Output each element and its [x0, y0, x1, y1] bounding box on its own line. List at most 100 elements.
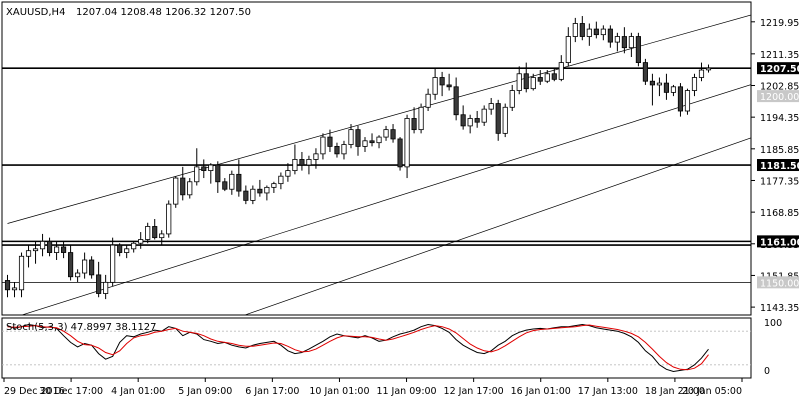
stoch-series-line	[7, 324, 709, 371]
candle-bull	[348, 129, 354, 145]
candle-bull	[32, 248, 39, 252]
y-tick-label: 1211.35	[760, 50, 799, 61]
candle-bear	[68, 252, 74, 278]
candle-bull	[432, 77, 438, 95]
candle-bull	[467, 118, 473, 127]
stoch-plot-frame	[1, 317, 752, 379]
candle-bull	[404, 118, 410, 168]
stochastic-lines	[2, 323, 751, 373]
candle-bull	[187, 181, 193, 196]
price-label-text: 1150.00	[760, 278, 799, 289]
candle-bull	[194, 166, 200, 183]
candle-bear	[411, 118, 417, 131]
main-plot-frame	[1, 1, 752, 316]
candle-bear	[236, 173, 242, 192]
price-level-labels: 1207.50 1200.00 1181.50 1161.00 1150.00	[757, 62, 800, 289]
candle-bull	[530, 77, 536, 90]
candle-bull	[18, 255, 25, 291]
candle-bull	[691, 77, 698, 91]
candle-bear	[89, 259, 95, 276]
candle-bull	[418, 106, 424, 131]
candle-bear	[390, 129, 396, 140]
x-tick-label: 20 Jan 05:00	[682, 386, 742, 397]
candle-bear	[635, 36, 641, 63]
candle-bull	[684, 90, 691, 112]
candle-bull	[544, 73, 550, 82]
candle-bull	[173, 177, 179, 205]
candle-bear	[215, 164, 221, 183]
candle-bull	[572, 23, 578, 37]
candle-bear	[257, 188, 263, 194]
price-label-text: 1200.00	[760, 92, 799, 103]
y-tick-label: 1194.35	[760, 113, 799, 124]
candle-bear	[369, 140, 375, 144]
x-tick-label: 16 Jan 01:00	[511, 386, 571, 397]
candle-bear	[299, 159, 305, 166]
candle-bull	[110, 244, 116, 283]
candle-bull	[516, 73, 522, 91]
candle-bull	[306, 159, 312, 166]
candle-bear	[334, 145, 340, 155]
candle-bull	[138, 239, 144, 244]
candle-bear	[201, 166, 207, 172]
candles	[4, 16, 712, 300]
candle-bull	[271, 183, 277, 188]
candle-bull	[208, 164, 214, 172]
candle-bull	[628, 36, 634, 49]
candle-bear	[523, 73, 529, 90]
y-tick-label: 1185.85	[760, 145, 799, 156]
candle-bull	[39, 240, 46, 250]
channel-line	[7, 14, 751, 224]
candle-bull	[145, 226, 151, 240]
candle-bull	[376, 136, 382, 144]
candle-bear	[243, 190, 249, 201]
y-tick-label: 1202.85	[760, 81, 799, 92]
price-label-box	[757, 159, 799, 172]
stoch-tick-label: 100	[764, 318, 782, 329]
candle-bear	[446, 84, 452, 88]
candle-bull	[159, 233, 165, 239]
price-label-box	[757, 276, 799, 289]
candle-bear	[96, 274, 102, 294]
price-label-box	[757, 90, 799, 103]
x-tick-label: 18 Jan 21:00	[645, 386, 705, 397]
x-tick-label: 30 Dec 17:00	[39, 386, 103, 397]
candle-bear	[677, 86, 684, 112]
x-tick-label: 5 Jan 09:00	[178, 386, 232, 397]
candle-bear	[593, 28, 599, 36]
candle-bear	[649, 80, 655, 86]
candle-bear	[152, 226, 158, 239]
stoch-title: Stoch(5,3,3) 47.8997 38.1127	[6, 322, 157, 333]
chart-ohlc: 1207.04 1208.48 1206.32 1207.50	[76, 7, 251, 18]
candle-bull	[488, 103, 494, 110]
candle-bull	[558, 62, 564, 80]
candle-bull	[313, 153, 319, 160]
x-tick-label: 4 Jan 01:00	[111, 386, 165, 397]
y-tick-label: 1219.95	[760, 18, 799, 29]
stoch-series-line	[7, 323, 709, 373]
x-tick-label: 10 Jan 01:00	[309, 386, 369, 397]
candle-bull	[586, 28, 592, 37]
candle-bear	[327, 136, 333, 147]
candle-bull	[25, 250, 32, 257]
candle-bull	[131, 242, 137, 250]
candle-bull	[292, 159, 298, 172]
candle-bear	[355, 129, 361, 147]
candle-bull	[425, 93, 431, 108]
candle-bull	[54, 246, 60, 253]
candle-bull	[705, 67, 712, 71]
candle-bear	[397, 138, 403, 168]
candle-bull	[285, 170, 291, 177]
candle-bear	[180, 177, 186, 196]
candle-bear	[222, 181, 228, 190]
candle-bull	[565, 36, 571, 63]
candle-bear	[46, 240, 53, 253]
stoch-tick-label: 0	[764, 366, 770, 377]
x-tick-label: 17 Jan 13:00	[578, 386, 638, 397]
candle-bear	[551, 73, 557, 80]
candle-bear	[537, 77, 543, 82]
candle-bull	[341, 144, 347, 155]
candle-bull	[264, 186, 270, 194]
candle-bear	[4, 280, 11, 291]
